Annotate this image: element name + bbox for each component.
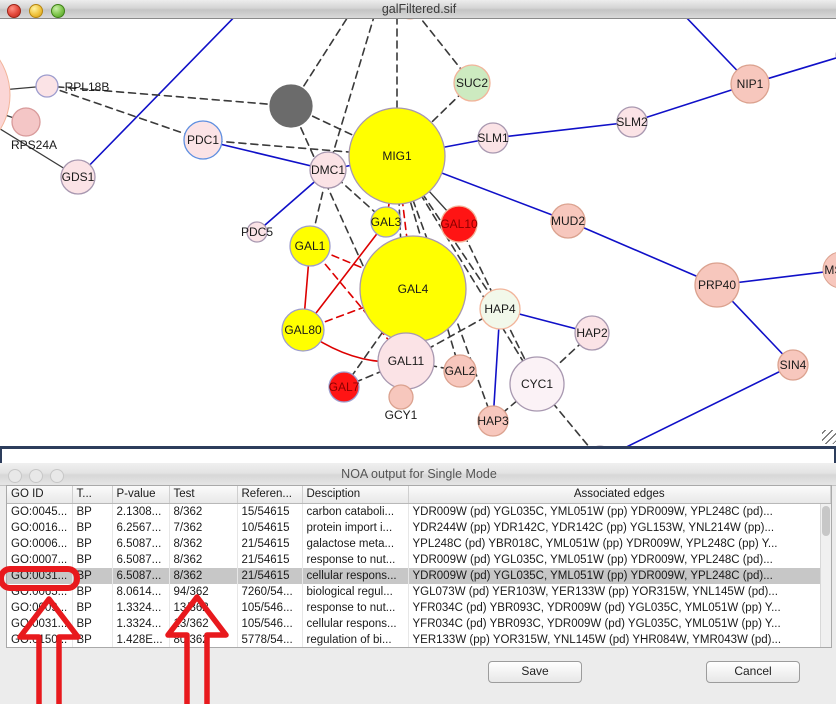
svg-text:HAP3: HAP3 — [477, 414, 509, 428]
svg-text:GAL1: GAL1 — [295, 239, 326, 253]
svg-text:GAL3: GAL3 — [371, 215, 402, 229]
svg-text:GAL2: GAL2 — [445, 364, 476, 378]
svg-text:DMC1: DMC1 — [311, 163, 345, 177]
svg-text:SLM2: SLM2 — [616, 115, 648, 129]
svg-text:MUD2: MUD2 — [551, 214, 585, 228]
svg-text:GAL7: GAL7 — [329, 380, 360, 394]
svg-text:GAL80: GAL80 — [284, 323, 322, 337]
svg-text:NIP1: NIP1 — [737, 77, 764, 91]
svg-text:RPL18B: RPL18B — [65, 80, 110, 94]
svg-text:MIG1: MIG1 — [382, 149, 412, 163]
svg-text:PRP40: PRP40 — [698, 278, 736, 292]
svg-text:GDS1: GDS1 — [62, 170, 95, 184]
svg-text:GAL10: GAL10 — [440, 217, 478, 231]
svg-text:PDC5: PDC5 — [241, 225, 273, 239]
svg-text:HAP4: HAP4 — [484, 302, 516, 316]
svg-text:SUC2: SUC2 — [456, 76, 488, 90]
svg-text:MSH4: MSH4 — [824, 263, 836, 277]
svg-text:HAP2: HAP2 — [576, 326, 608, 340]
svg-text:GAL4: GAL4 — [398, 282, 429, 296]
svg-text:SIN4: SIN4 — [780, 358, 807, 372]
svg-text:PDC1: PDC1 — [187, 133, 219, 147]
svg-text:RPS24A: RPS24A — [11, 138, 57, 152]
svg-text:CYC1: CYC1 — [521, 377, 553, 391]
svg-text:GCY1: GCY1 — [385, 408, 418, 422]
svg-text:GAL11: GAL11 — [388, 354, 425, 368]
svg-text:SLM1: SLM1 — [477, 131, 509, 145]
